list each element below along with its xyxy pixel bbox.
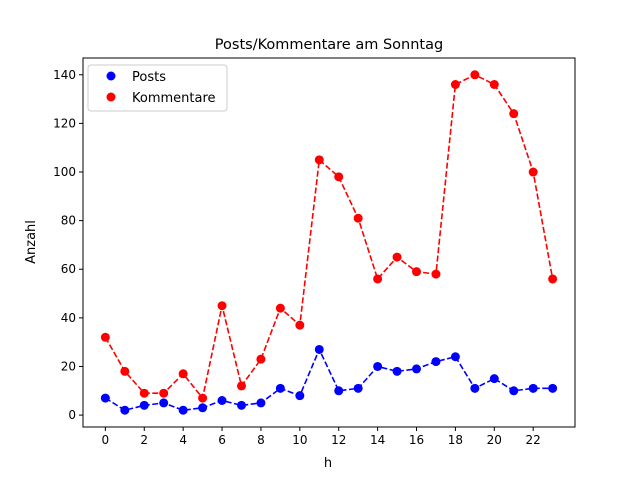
- data-point-posts: [412, 364, 422, 374]
- data-point-posts: [178, 405, 188, 415]
- data-point-posts: [548, 383, 558, 393]
- x-tick-label: 18: [448, 433, 463, 447]
- data-point-kommentare: [528, 167, 538, 177]
- data-point-posts: [334, 386, 344, 396]
- x-tick-label: 8: [257, 433, 265, 447]
- y-tick-label: 60: [61, 262, 76, 276]
- data-point-posts: [198, 403, 208, 413]
- data-point-kommentare: [489, 79, 499, 89]
- x-axis-label: h: [324, 456, 332, 471]
- data-point-kommentare: [353, 213, 363, 223]
- data-point-kommentare: [392, 252, 402, 262]
- y-tick-label: 80: [61, 214, 76, 228]
- chart-title: Posts/Kommentare am Sonntag: [215, 37, 443, 53]
- data-point-kommentare: [548, 274, 558, 284]
- legend-label-posts: Posts: [132, 70, 166, 85]
- y-tick-label: 40: [61, 311, 76, 325]
- data-point-kommentare: [334, 172, 344, 182]
- x-tick-label: 14: [370, 433, 385, 447]
- data-point-posts: [373, 361, 383, 371]
- legend-marker-kommentare: [106, 92, 116, 102]
- data-point-posts: [139, 400, 149, 410]
- data-point-kommentare: [295, 320, 305, 330]
- plot-frame: [82, 57, 576, 428]
- data-point-kommentare: [139, 388, 149, 398]
- data-point-posts: [353, 383, 363, 393]
- data-point-posts: [489, 374, 499, 384]
- data-point-kommentare: [314, 155, 324, 165]
- data-point-kommentare: [217, 301, 227, 311]
- data-point-posts: [236, 400, 246, 410]
- x-tick-label: 2: [140, 433, 148, 447]
- data-point-kommentare: [509, 109, 519, 119]
- y-axis-label: Anzahl: [24, 220, 39, 264]
- data-point-kommentare: [412, 267, 422, 277]
- data-point-posts: [217, 396, 227, 406]
- x-tick-label: 22: [526, 433, 541, 447]
- data-point-posts: [509, 386, 519, 396]
- y-tick-label: 120: [53, 116, 76, 130]
- data-point-posts: [392, 366, 402, 376]
- data-point-kommentare: [275, 303, 285, 313]
- x-tick-label: 20: [487, 433, 502, 447]
- series-line-kommentare: [104, 73, 554, 400]
- data-point-kommentare: [100, 332, 110, 342]
- data-point-kommentare: [120, 366, 130, 376]
- data-point-kommentare: [470, 70, 480, 80]
- data-point-kommentare: [431, 269, 441, 279]
- data-point-posts: [470, 383, 480, 393]
- y-tick-label: 140: [53, 68, 76, 82]
- data-point-posts: [431, 357, 441, 367]
- legend-box: [87, 64, 228, 112]
- data-point-posts: [100, 393, 110, 403]
- y-tick-label: 100: [53, 165, 76, 179]
- data-point-posts: [256, 398, 266, 408]
- data-point-posts: [528, 383, 538, 393]
- legend: Posts Kommentare: [87, 64, 228, 112]
- data-point-posts: [120, 405, 130, 415]
- x-tick-label: 4: [179, 433, 187, 447]
- data-point-posts: [450, 352, 460, 362]
- data-point-kommentare: [178, 369, 188, 379]
- legend-label-kommentare: Kommentare: [132, 91, 216, 106]
- data-point-kommentare: [236, 381, 246, 391]
- y-tick-label: 0: [68, 408, 76, 422]
- data-point-posts: [314, 344, 324, 354]
- x-tick-label: 0: [102, 433, 110, 447]
- data-point-kommentare: [198, 393, 208, 403]
- y-tick-label: 20: [61, 359, 76, 373]
- x-tick-label: 16: [409, 433, 424, 447]
- x-tick-label: 10: [292, 433, 307, 447]
- x-tick-label: 12: [331, 433, 346, 447]
- data-point-posts: [295, 391, 305, 401]
- x-tick-label: 6: [218, 433, 226, 447]
- data-point-kommentare: [159, 388, 169, 398]
- data-point-kommentare: [256, 354, 266, 364]
- data-point-posts: [159, 398, 169, 408]
- data-point-kommentare: [450, 79, 460, 89]
- data-point-kommentare: [373, 274, 383, 284]
- data-point-posts: [275, 383, 285, 393]
- legend-marker-posts: [106, 71, 116, 81]
